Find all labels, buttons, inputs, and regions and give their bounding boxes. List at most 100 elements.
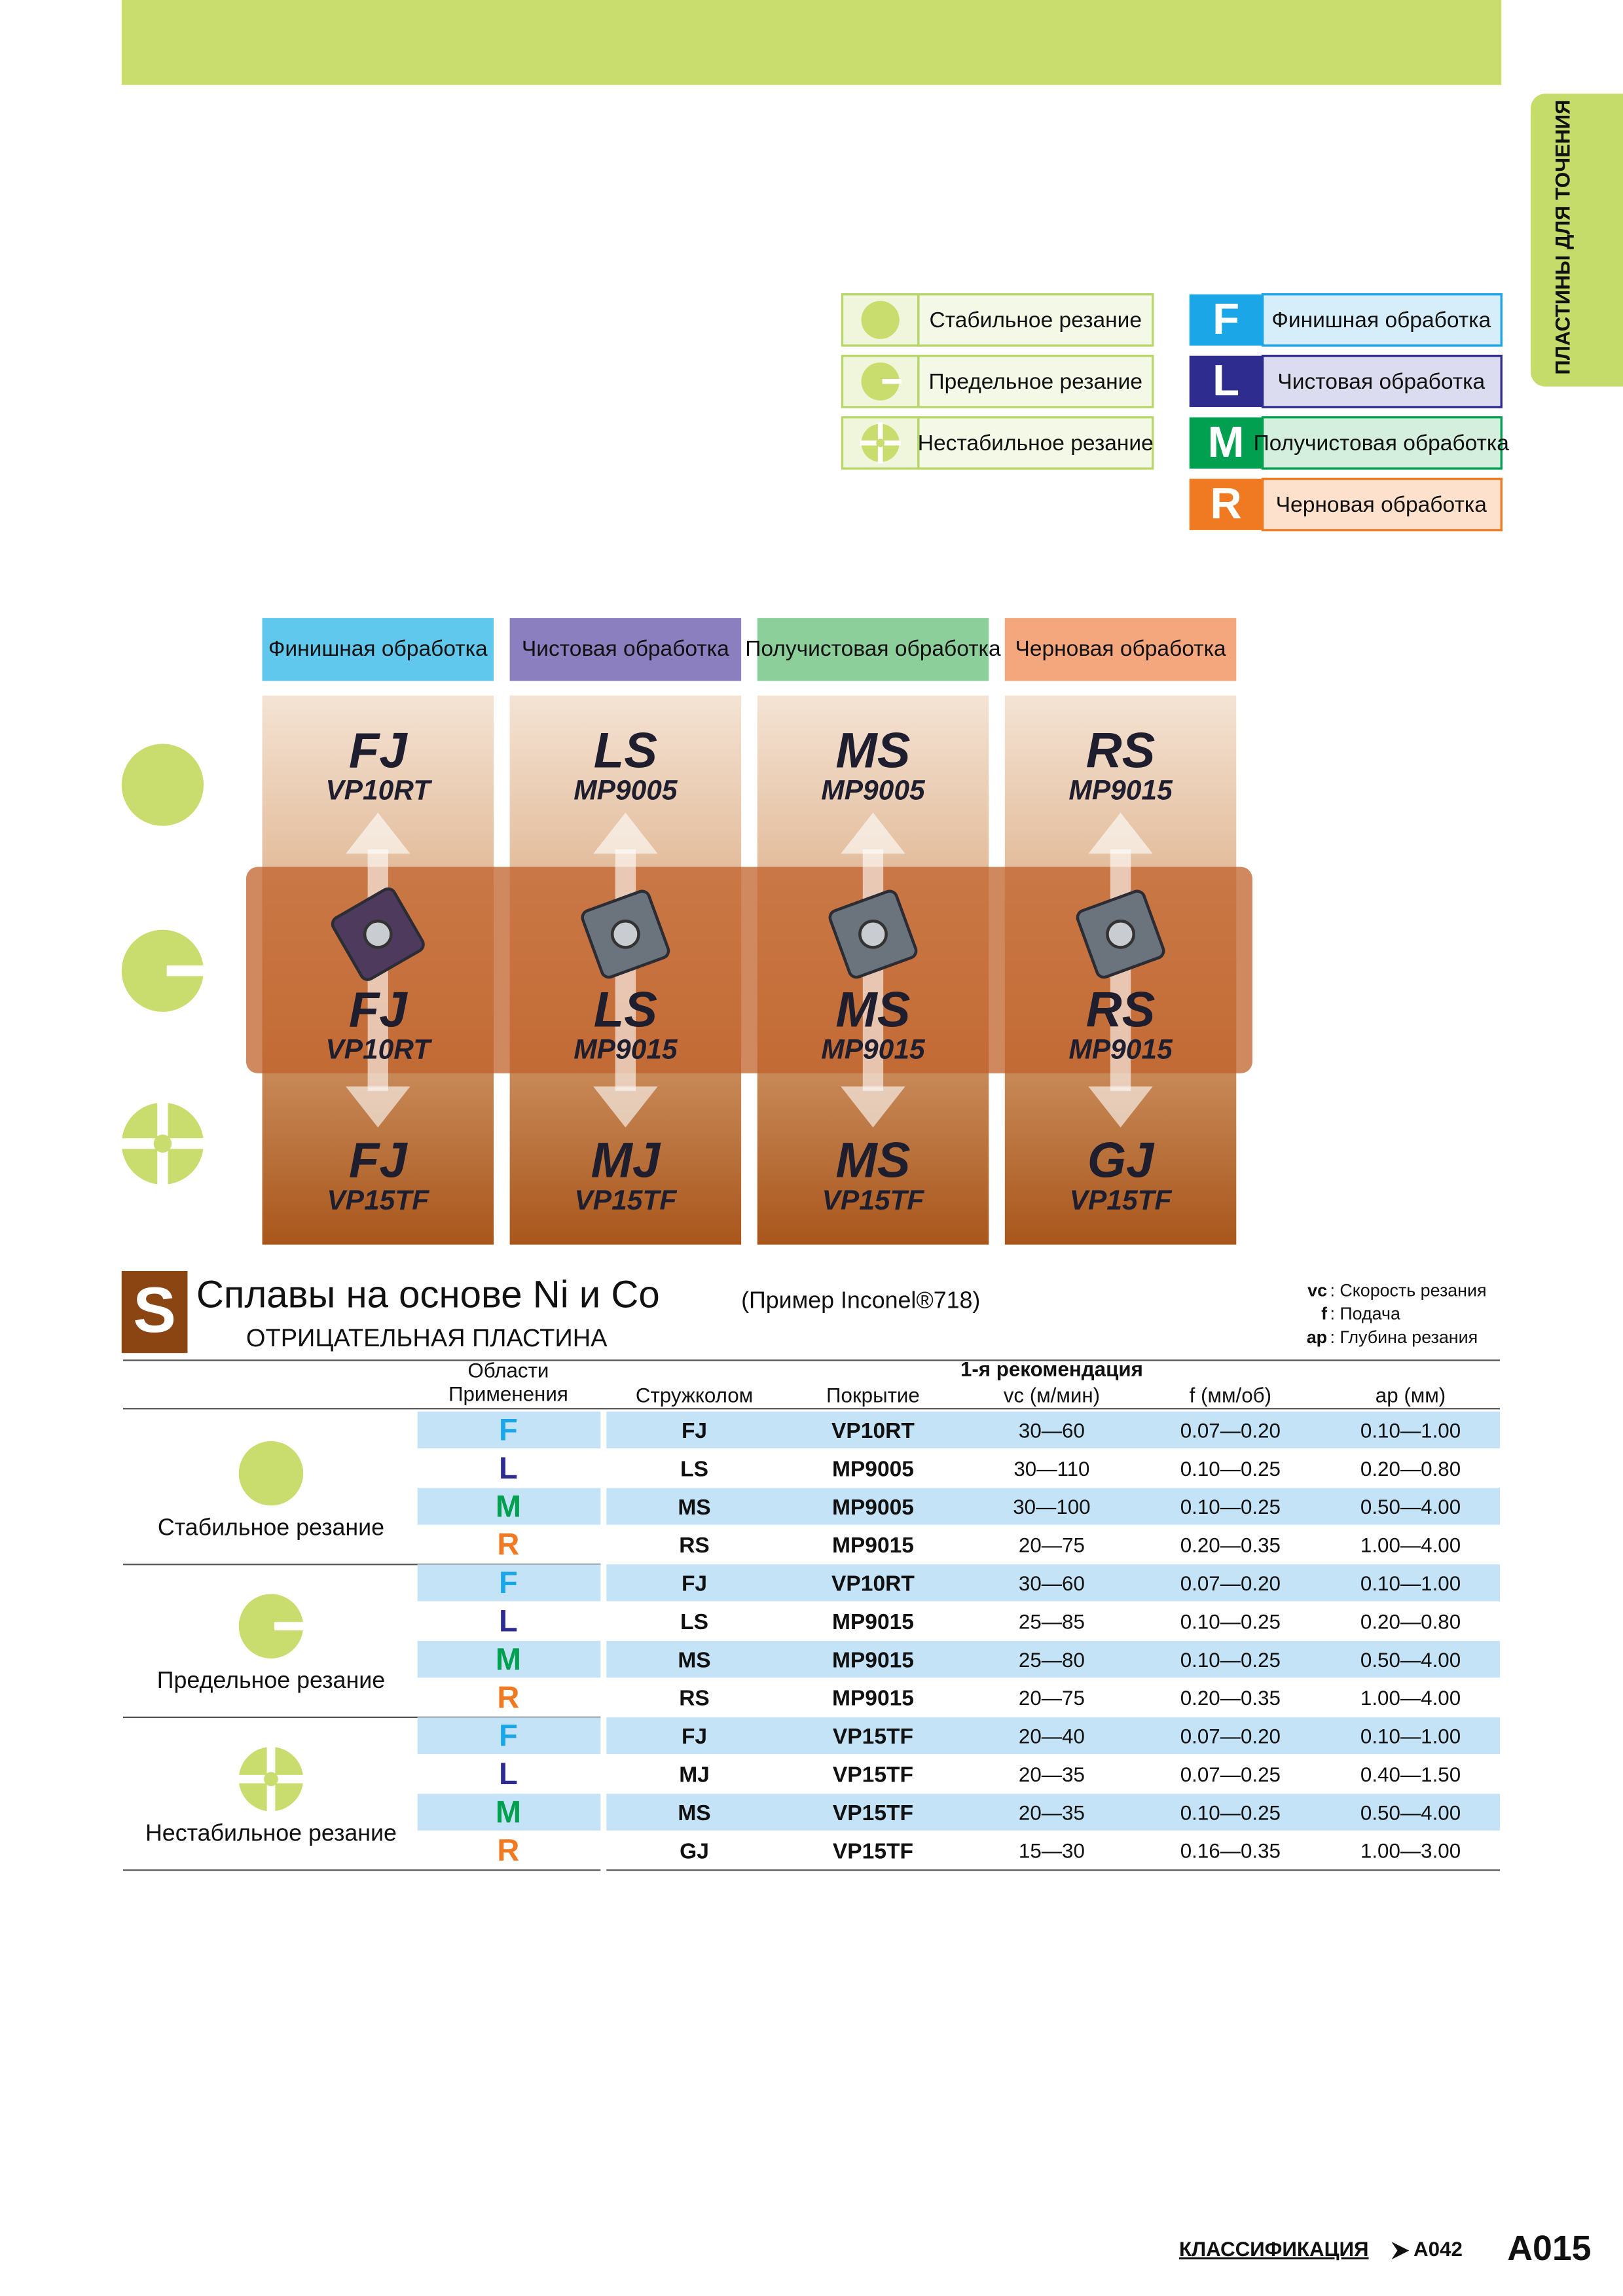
section-letter: S <box>133 1274 176 1346</box>
ap-cell: 0.10—1.00 <box>1360 1725 1461 1748</box>
chart-header-box <box>1004 618 1237 681</box>
chipbreaker-cell: RS <box>679 1534 710 1558</box>
arrow-head <box>1088 1086 1153 1128</box>
chipbreaker: RS <box>1086 723 1156 778</box>
f-cell: 0.10—0.25 <box>1180 1801 1281 1824</box>
vc-cell: 20—75 <box>1019 1534 1085 1557</box>
condition-label: Нестабильное резание <box>145 1820 397 1846</box>
application-letter: R <box>497 1679 519 1714</box>
row-bg <box>606 1793 1501 1831</box>
coating-cell: VP15TF <box>833 1763 913 1787</box>
f-cell: 0.07—0.20 <box>1180 1419 1281 1442</box>
f-cell: 0.20—0.35 <box>1180 1687 1281 1710</box>
application-letter: F <box>499 1412 518 1447</box>
op-letter-box <box>1189 294 1263 346</box>
ap-cell: 1.00—3.00 <box>1360 1840 1461 1863</box>
note-key: ap <box>1307 1327 1327 1347</box>
f-cell: 0.10—0.25 <box>1180 1610 1281 1633</box>
chipbreaker: LS <box>594 723 657 778</box>
condition-icon <box>121 929 204 1012</box>
note-text: : Скорость резания <box>1330 1280 1486 1300</box>
row-bg <box>606 1641 1501 1678</box>
note-key: f <box>1321 1304 1327 1323</box>
grade: VP10RT <box>325 776 432 806</box>
chart-header: Получистовая обработка <box>745 637 1001 661</box>
legend-label-box <box>917 354 1154 408</box>
chipbreaker-cell: FJ <box>682 1419 707 1443</box>
chipbreaker-cell: LS <box>680 1457 708 1481</box>
row-bg <box>606 1564 1501 1602</box>
chart-header-box <box>262 618 494 681</box>
ap-cell: 0.10—1.00 <box>1360 1572 1461 1595</box>
icon-center <box>876 439 885 448</box>
vc-cell: 30—60 <box>1019 1572 1085 1595</box>
header-vc: vc (м/мин) <box>1004 1384 1100 1407</box>
arrow-head <box>346 1086 410 1128</box>
page-number: A015 <box>1507 2229 1591 2268</box>
application-letter: L <box>499 1756 518 1791</box>
row-bg <box>417 1564 601 1602</box>
chipbreaker-cell: FJ <box>682 1572 707 1596</box>
chipbreaker-cell: MS <box>678 1496 710 1520</box>
icon-notch <box>166 965 208 977</box>
op-letter-box <box>1189 417 1263 469</box>
side-tab-label: ПЛАСТИНЫ ДЛЯ ТОЧЕНИЯ <box>1552 99 1575 374</box>
op-label: Получистовая обработка <box>1254 431 1510 456</box>
legend-label: Нестабильное резание <box>918 431 1154 456</box>
ap-cell: 0.20—0.80 <box>1360 1610 1461 1633</box>
chipbreaker: FJ <box>349 982 408 1037</box>
chart-header: Черновая обработка <box>1015 637 1226 661</box>
vc-cell: 15—30 <box>1019 1840 1085 1863</box>
row-bg <box>606 1488 1501 1525</box>
chipbreaker-cell: MJ <box>679 1763 710 1787</box>
footer-link[interactable]: КЛАССИФИКАЦИЯ <box>1179 2238 1368 2261</box>
op-letter-box <box>1189 478 1263 530</box>
op-letter-box <box>1189 355 1263 407</box>
grade: MP9015 <box>574 1035 678 1066</box>
application-letter: M <box>496 1794 521 1829</box>
footer-ref[interactable]: A042 <box>1413 2238 1463 2261</box>
chipbreaker: RS <box>1086 982 1156 1037</box>
note-key: vc <box>1307 1280 1327 1300</box>
section-badge <box>121 1270 188 1354</box>
ap-cell: 0.40—1.50 <box>1360 1763 1461 1786</box>
coating-cell: MP9015 <box>832 1687 914 1711</box>
grade: MP9015 <box>1068 776 1173 806</box>
condition-icon <box>238 1594 304 1659</box>
condition-label: Предельное резание <box>157 1667 385 1693</box>
condition-label: Стабильное резание <box>158 1515 384 1541</box>
insert-hole <box>610 919 640 949</box>
ap-cell: 1.00—4.00 <box>1360 1687 1461 1710</box>
coating-cell: VP15TF <box>833 1839 913 1863</box>
ap-cell: 0.20—0.80 <box>1360 1458 1461 1480</box>
arrow-head <box>346 812 410 854</box>
header-coating: Покрытие <box>826 1384 920 1407</box>
coating-cell: MP9005 <box>832 1457 914 1481</box>
insert-hole <box>363 919 393 949</box>
application-letter: R <box>497 1527 519 1562</box>
application-letter: L <box>499 1450 518 1485</box>
legend-label: Предельное резание <box>929 370 1143 394</box>
section-title: Сплавы на основе Ni и Co <box>196 1274 660 1316</box>
f-cell: 0.20—0.35 <box>1180 1534 1281 1557</box>
op-label: Черновая обработка <box>1276 493 1487 517</box>
icon-center <box>153 1134 172 1153</box>
vc-cell: 30—100 <box>1013 1496 1090 1518</box>
chipbreaker: GJ <box>1087 1133 1155 1189</box>
note-text: : Подача <box>1330 1304 1400 1323</box>
row-bg <box>417 1793 601 1831</box>
header-f: f (мм/об) <box>1190 1384 1271 1407</box>
side-tab <box>1530 94 1623 387</box>
f-cell: 0.07—0.20 <box>1180 1725 1281 1748</box>
ap-cell: 0.50—4.00 <box>1360 1801 1461 1824</box>
grade: VP15TF <box>327 1185 429 1216</box>
op-label-box <box>1261 354 1503 408</box>
ap-cell: 1.00—4.00 <box>1360 1534 1461 1557</box>
op-label-box <box>1261 293 1503 347</box>
row-bg <box>606 1411 1501 1448</box>
arrow-head <box>1088 812 1153 854</box>
op-label-box <box>1261 477 1503 531</box>
op-label: Финишная обработка <box>1271 308 1491 332</box>
grade: VP15TF <box>1070 1185 1173 1216</box>
